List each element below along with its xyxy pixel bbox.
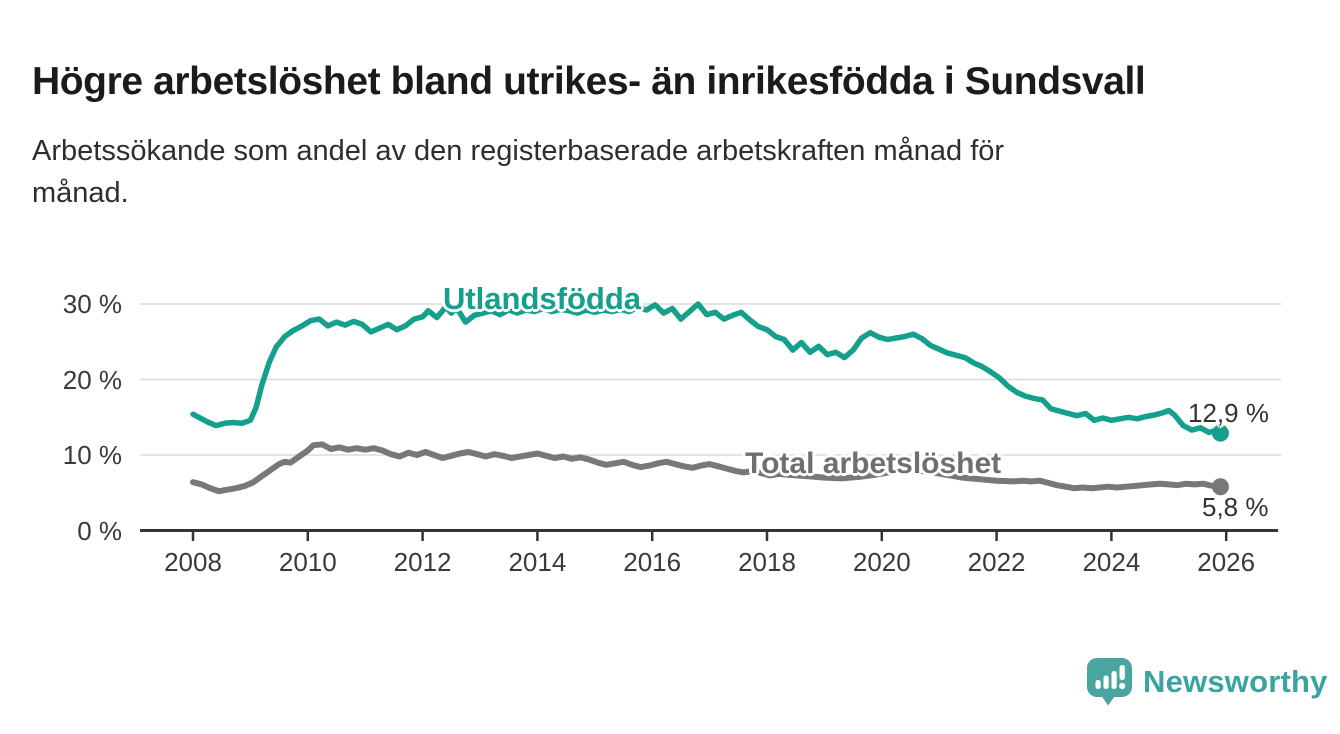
x-tick-label: 2014 — [508, 547, 567, 577]
x-tick-label: 2020 — [852, 547, 911, 577]
page-subtitle: Arbetssökande som andel av den registerb… — [32, 135, 1005, 210]
series-line-1 — [190, 441, 1224, 495]
end-value-label-utlandsfodda: 12,9 % — [1188, 398, 1269, 428]
x-tick-label: 2008 — [164, 547, 222, 577]
end-value-label-total: 5,8 % — [1202, 492, 1269, 522]
series-label-utlandsfodda: Utlandsfödda — [442, 281, 642, 316]
x-tick-label: 2010 — [278, 547, 337, 577]
x-tick-label: 2022 — [967, 547, 1026, 577]
y-tick-label: 30 % — [62, 289, 122, 319]
series-label-total-arbetsloshet: Total arbetslöshet — [745, 447, 1002, 480]
x-tick-label: 2016 — [623, 547, 682, 577]
x-tick-label: 2026 — [1197, 547, 1256, 577]
y-tick-label: 10 % — [62, 440, 122, 470]
brand-name: Newsworthy — [1143, 664, 1328, 699]
x-tick-label: 2012 — [393, 547, 452, 577]
series-end-dot-1 — [1211, 478, 1229, 496]
x-tick-label: 2024 — [1082, 547, 1141, 577]
y-tick-label: 0 % — [77, 515, 122, 546]
series-line-0 — [190, 301, 1224, 436]
newsworthy-logo-icon — [1087, 658, 1132, 706]
newsworthy-brand: Newsworthy — [1086, 655, 1328, 709]
y-tick-label: 20 % — [62, 364, 122, 395]
page-title: Högre arbetslöshet bland utrikes- än inr… — [32, 60, 1146, 104]
series-end-dot-0 — [1211, 424, 1229, 442]
x-tick-label: 2018 — [738, 547, 796, 577]
